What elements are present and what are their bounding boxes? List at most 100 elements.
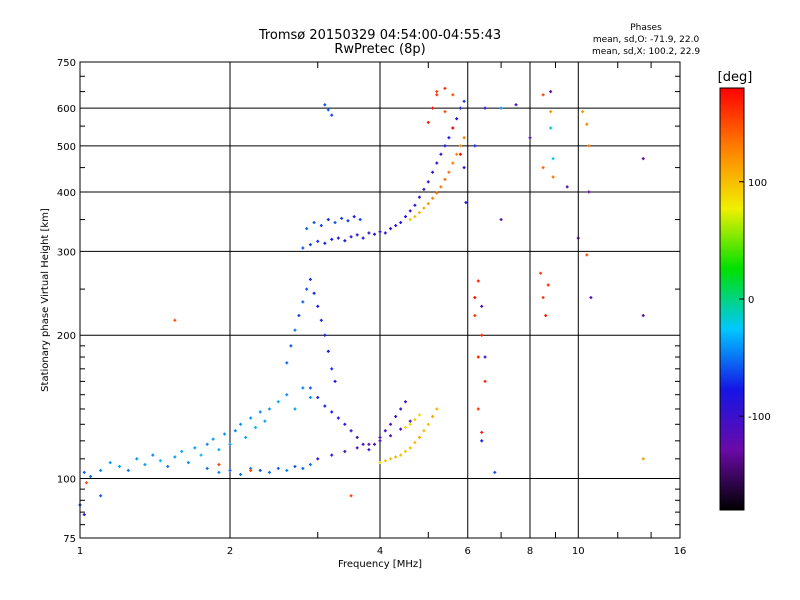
data-point xyxy=(378,435,382,439)
data-point xyxy=(312,221,316,225)
data-point xyxy=(333,379,337,383)
data-point xyxy=(361,442,365,446)
data-point xyxy=(483,379,487,383)
data-point xyxy=(435,90,439,94)
x-tick-label: 4 xyxy=(377,546,383,557)
data-point xyxy=(499,106,503,110)
data-point xyxy=(358,218,362,222)
y-axis-label: Stationary phase Virtual Height [km] xyxy=(40,208,51,392)
data-point xyxy=(458,144,462,148)
x-tick-label: 10 xyxy=(572,546,585,557)
data-point xyxy=(340,216,344,220)
data-point xyxy=(308,386,312,390)
data-point xyxy=(276,466,280,470)
data-point xyxy=(108,461,112,465)
data-point xyxy=(186,461,190,465)
data-point xyxy=(211,437,215,441)
data-point xyxy=(399,407,403,411)
y-tick-label: 200 xyxy=(57,331,76,342)
data-point xyxy=(326,218,330,222)
data-point xyxy=(439,185,443,189)
x-axis-label: Frequency [MHz] xyxy=(338,559,422,570)
data-point xyxy=(319,224,323,228)
y-tick-label: 500 xyxy=(57,142,76,153)
data-point xyxy=(394,414,398,418)
grid-layer xyxy=(80,62,680,538)
data-point xyxy=(447,136,451,140)
data-point xyxy=(367,442,371,446)
data-point xyxy=(389,434,393,438)
data-point xyxy=(316,304,320,308)
data-point xyxy=(417,195,421,199)
data-point xyxy=(117,464,121,468)
data-point xyxy=(476,355,480,359)
data-point xyxy=(293,407,297,411)
data-point xyxy=(289,344,293,348)
data-point xyxy=(443,144,447,148)
data-point xyxy=(458,106,462,110)
data-point xyxy=(349,494,353,498)
data-point xyxy=(158,459,162,463)
axis-ticks: 1 2 4 6 8 10 16 75 100 200 300 400 500 600 750 xyxy=(57,58,686,557)
data-point xyxy=(585,122,589,126)
data-point xyxy=(135,457,139,461)
chart-subtitle: RwPretec (8p) xyxy=(334,42,425,57)
data-point xyxy=(528,136,532,140)
data-point xyxy=(408,422,412,426)
data-point xyxy=(462,136,466,140)
plot-frame xyxy=(79,61,681,539)
data-point xyxy=(480,304,484,308)
data-point xyxy=(239,472,243,476)
data-point xyxy=(389,457,393,461)
data-point xyxy=(408,419,412,423)
data-point xyxy=(373,232,377,236)
data-point xyxy=(89,474,93,478)
data-point xyxy=(352,215,356,219)
data-point xyxy=(458,152,462,156)
stats-line-x: mean, sd,X: 100.2, 22.9 xyxy=(592,47,700,57)
y-tick-label: 400 xyxy=(57,188,76,199)
data-point xyxy=(378,439,382,443)
data-point xyxy=(143,463,147,467)
data-point xyxy=(205,442,209,446)
data-point xyxy=(151,453,155,457)
data-point xyxy=(443,177,447,181)
data-point xyxy=(166,464,170,468)
data-point xyxy=(285,468,289,472)
data-point xyxy=(464,201,468,205)
data-point xyxy=(323,103,327,107)
data-point xyxy=(541,166,545,170)
colorbar-label: [deg] xyxy=(718,70,753,85)
data-point xyxy=(326,108,330,112)
data-point xyxy=(439,152,443,156)
data-point xyxy=(180,449,184,453)
data-point xyxy=(285,393,289,397)
data-point xyxy=(565,185,569,189)
data-point xyxy=(641,457,645,461)
y-tick-label: 600 xyxy=(57,104,76,115)
data-point xyxy=(330,453,334,457)
data-point xyxy=(426,180,430,184)
data-point xyxy=(551,175,555,179)
colorbar-ticks: 100 0 -100 xyxy=(739,178,771,423)
data-point xyxy=(413,441,417,445)
data-point xyxy=(316,395,320,399)
data-point xyxy=(462,99,466,103)
data-point xyxy=(99,468,103,472)
data-point xyxy=(349,429,353,433)
data-point xyxy=(316,457,320,461)
colorbar-tick-label: -100 xyxy=(748,412,771,423)
data-point xyxy=(333,221,337,225)
data-point xyxy=(228,442,232,446)
data-point xyxy=(549,90,553,94)
data-point xyxy=(336,416,340,420)
data-point xyxy=(541,296,545,300)
data-point xyxy=(336,236,340,240)
data-point xyxy=(451,126,455,130)
data-point xyxy=(228,468,232,472)
data-point xyxy=(233,429,237,433)
data-point xyxy=(641,314,645,318)
data-point xyxy=(319,318,323,322)
data-point xyxy=(551,157,555,161)
data-point xyxy=(576,236,580,240)
